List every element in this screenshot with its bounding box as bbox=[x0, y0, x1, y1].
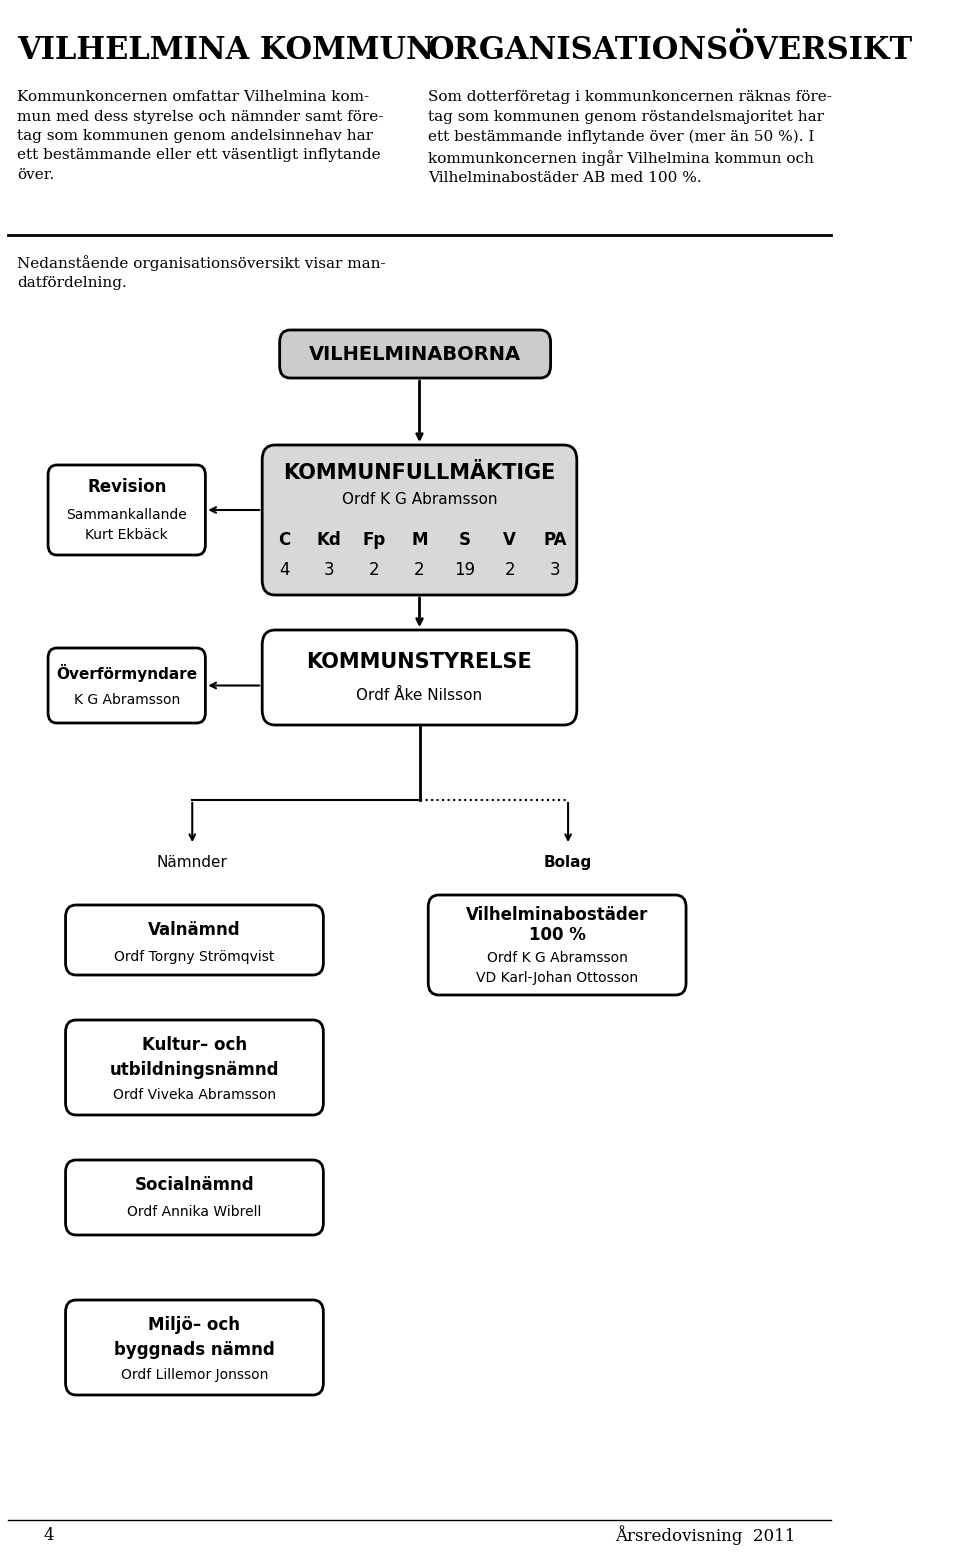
Text: 2: 2 bbox=[369, 561, 379, 580]
FancyBboxPatch shape bbox=[48, 648, 205, 723]
Text: Kd: Kd bbox=[317, 531, 342, 548]
Text: Ordf Viveka Abramsson: Ordf Viveka Abramsson bbox=[113, 1089, 276, 1103]
Text: 2: 2 bbox=[414, 561, 425, 580]
Text: Kultur– och: Kultur– och bbox=[142, 1036, 247, 1054]
Text: Nämnder: Nämnder bbox=[156, 854, 228, 870]
Text: KOMMUNFULLMÄKTIGE: KOMMUNFULLMÄKTIGE bbox=[283, 462, 556, 483]
Text: S: S bbox=[459, 531, 470, 548]
Text: 100 %: 100 % bbox=[529, 926, 586, 943]
Text: VILHELMINA KOMMUN: VILHELMINA KOMMUN bbox=[17, 34, 434, 66]
Text: Årsredovisning  2011: Årsredovisning 2011 bbox=[615, 1525, 795, 1545]
Text: Socialnämnd: Socialnämnd bbox=[134, 1176, 254, 1193]
Text: Revision: Revision bbox=[87, 478, 166, 497]
FancyBboxPatch shape bbox=[65, 1020, 324, 1115]
Text: Som dotterföretag i kommunkoncernen räknas före-
tag som kommunen genom röstande: Som dotterföretag i kommunkoncernen räkn… bbox=[428, 91, 832, 186]
Text: 4: 4 bbox=[278, 561, 289, 580]
Text: Ordf Torgny Strömqvist: Ordf Torgny Strömqvist bbox=[114, 950, 275, 964]
Text: Kommunkoncernen omfattar Vilhelmina kom-
mun med dess styrelse och nämnder samt : Kommunkoncernen omfattar Vilhelmina kom-… bbox=[17, 91, 384, 183]
Text: Vilhelminabostäder: Vilhelminabostäder bbox=[466, 906, 648, 925]
Text: Ordf Åke Nilsson: Ordf Åke Nilsson bbox=[356, 687, 483, 703]
FancyBboxPatch shape bbox=[279, 330, 551, 378]
Text: Fp: Fp bbox=[363, 531, 386, 548]
Text: utbildningsnämnd: utbildningsnämnd bbox=[109, 1061, 279, 1079]
Text: PA: PA bbox=[543, 531, 566, 548]
Text: Miljö– och: Miljö– och bbox=[149, 1317, 240, 1334]
Text: Ordf K G Abramsson: Ordf K G Abramsson bbox=[487, 951, 628, 965]
FancyBboxPatch shape bbox=[48, 465, 205, 555]
FancyBboxPatch shape bbox=[65, 904, 324, 975]
Text: 3: 3 bbox=[550, 561, 561, 580]
Text: Ordf Annika Wibrell: Ordf Annika Wibrell bbox=[128, 1204, 262, 1218]
Text: Ordf Lillemor Jonsson: Ordf Lillemor Jonsson bbox=[121, 1368, 268, 1382]
Text: byggnads nämnd: byggnads nämnd bbox=[114, 1342, 275, 1359]
Text: Valnämnd: Valnämnd bbox=[148, 922, 241, 939]
Text: V: V bbox=[503, 531, 516, 548]
Text: Överförmyndare: Överförmyndare bbox=[57, 664, 198, 683]
Text: C: C bbox=[277, 531, 290, 548]
FancyBboxPatch shape bbox=[428, 895, 686, 995]
Text: 19: 19 bbox=[454, 561, 475, 580]
Text: 4: 4 bbox=[44, 1526, 55, 1543]
FancyBboxPatch shape bbox=[65, 1300, 324, 1395]
Text: K G Abramsson: K G Abramsson bbox=[74, 694, 180, 708]
Text: Bolag: Bolag bbox=[544, 854, 592, 870]
Text: M: M bbox=[411, 531, 428, 548]
FancyBboxPatch shape bbox=[262, 629, 577, 725]
Text: ORGANISATIONSÖVERSIKT: ORGANISATIONSÖVERSIKT bbox=[428, 34, 914, 66]
Text: Sammankallande: Sammankallande bbox=[66, 508, 187, 522]
Text: VD Karl-Johan Ottosson: VD Karl-Johan Ottosson bbox=[476, 972, 638, 986]
Text: 2: 2 bbox=[505, 561, 516, 580]
Text: Kurt Ekbäck: Kurt Ekbäck bbox=[85, 528, 168, 542]
Text: KOMMUNSTYRELSE: KOMMUNSTYRELSE bbox=[306, 651, 533, 672]
Text: VILHELMINABORNA: VILHELMINABORNA bbox=[309, 345, 521, 364]
FancyBboxPatch shape bbox=[262, 445, 577, 595]
Text: 3: 3 bbox=[324, 561, 334, 580]
FancyBboxPatch shape bbox=[65, 1161, 324, 1236]
Text: Ordf K G Abramsson: Ordf K G Abramsson bbox=[342, 492, 497, 508]
Text: Nedanstående organisationsöversikt visar man-
datfördelning.: Nedanstående organisationsöversikt visar… bbox=[17, 255, 386, 291]
